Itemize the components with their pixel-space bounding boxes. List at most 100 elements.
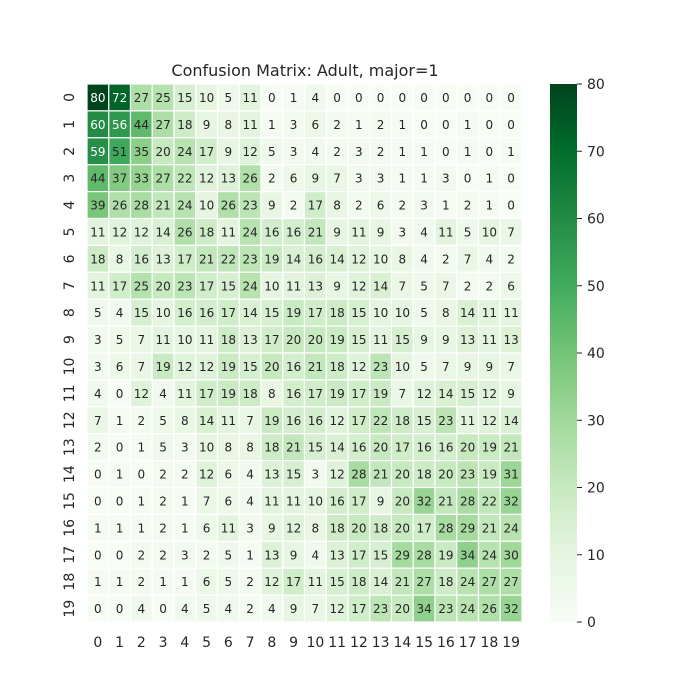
colorbar-tick-label: 40 [587,346,605,362]
cell-value-label: 24 [242,279,257,293]
cell-value-label: 9 [290,548,298,562]
cell-value-label: 20 [308,333,323,347]
cell-value-label: 12 [329,602,344,616]
cell-value-label: 11 [503,306,518,320]
cell-value-label: 16 [329,494,344,508]
cell-value-label: 7 [399,387,407,401]
x-tick-label: 0 [93,635,102,651]
cell-value-label: 26 [177,225,192,239]
cell-value-label: 0 [486,145,494,159]
cell-value-label: 11 [90,279,105,293]
cell-value-label: 17 [221,306,236,320]
cell-value-label: 3 [94,360,102,374]
cell-value-label: 8 [268,387,276,401]
cell-value-label: 11 [460,414,475,428]
cell-value-label: 5 [225,575,233,589]
cell-value-label: 2 [246,575,254,589]
cell-value-label: 2 [464,199,472,213]
cell-value-label: 0 [116,441,124,455]
cell-value-label: 15 [264,306,279,320]
cell-value-label: 19 [221,360,236,374]
cell-value-label: 24 [242,225,257,239]
cell-value-label: 16 [134,252,149,266]
cell-value-label: 10 [395,306,410,320]
cell-value-label: 1 [116,575,124,589]
cell-value-label: 7 [138,360,146,374]
cell-value-label: 2 [203,548,211,562]
cell-value-label: 18 [90,252,105,266]
cell-value-label: 2 [377,145,385,159]
cell-value-label: 16 [286,387,301,401]
cell-value-label: 16 [438,441,453,455]
cell-value-label: 6 [507,279,515,293]
cell-value-label: 60 [90,118,105,132]
y-tick-label: 7 [62,281,78,290]
cell-value-label: 10 [373,252,388,266]
cell-value-label: 26 [112,199,127,213]
x-tick-label: 14 [393,635,411,651]
cell-value-label: 20 [395,494,410,508]
cell-value-label: 0 [464,172,472,186]
x-tick-label: 8 [267,635,276,651]
cell-value-label: 0 [464,91,472,105]
cell-value-label: 17 [416,521,431,535]
cell-value-label: 17 [395,441,410,455]
cell-value-label: 18 [416,468,431,482]
colorbar-tick-label: 80 [587,77,605,93]
cell-value-label: 23 [242,199,257,213]
y-tick-label: 11 [62,384,78,402]
cell-value-label: 27 [482,575,497,589]
chart-title: Confusion Matrix: Adult, major=1 [171,61,438,80]
cell-value-label: 12 [199,172,214,186]
cell-value-label: 12 [351,279,366,293]
cell-value-label: 15 [351,333,366,347]
cell-value-label: 18 [177,118,192,132]
cell-value-label: 19 [221,387,236,401]
cell-value-label: 8 [225,118,233,132]
cell-value-label: 5 [420,306,428,320]
cell-value-label: 8 [116,252,124,266]
x-tick-label: 3 [159,635,168,651]
cell-value-label: 0 [420,118,428,132]
cell-value-label: 4 [312,548,320,562]
cell-value-label: 12 [199,468,214,482]
x-tick-label: 2 [137,635,146,651]
cell-value-label: 3 [355,145,363,159]
cell-value-label: 15 [460,387,475,401]
cell-value-label: 21 [503,441,518,455]
cell-value-label: 15 [242,360,257,374]
cell-value-label: 0 [486,91,494,105]
cell-value-label: 35 [134,145,149,159]
cell-value-label: 6 [312,118,320,132]
cell-value-label: 17 [308,199,323,213]
cell-value-label: 1 [399,172,407,186]
cell-value-label: 17 [112,279,127,293]
cell-value-label: 19 [373,387,388,401]
cell-value-label: 13 [503,333,518,347]
cell-value-label: 22 [221,252,236,266]
cell-value-label: 13 [242,333,257,347]
cell-value-label: 11 [286,279,301,293]
cell-value-label: 8 [399,252,407,266]
cell-value-label: 0 [94,468,102,482]
cell-value-label: 51 [112,145,127,159]
y-tick-label: 1 [62,120,78,129]
cell-value-label: 1 [94,521,102,535]
y-tick-label: 16 [62,519,78,537]
cell-value-label: 25 [134,279,149,293]
cell-value-label: 7 [507,225,515,239]
y-tick-label: 4 [62,201,78,210]
cell-value-label: 3 [290,118,298,132]
x-tick-label: 13 [372,635,390,651]
cell-value-label: 8 [442,306,450,320]
x-tick-label: 7 [246,635,255,651]
cell-value-label: 7 [464,252,472,266]
cell-value-label: 9 [420,333,428,347]
cell-value-label: 0 [116,548,124,562]
cell-value-label: 0 [507,91,515,105]
cell-value-label: 1 [116,414,124,428]
y-tick-label: 9 [62,335,78,344]
cell-value-label: 21 [482,521,497,535]
cell-value-label: 1 [181,494,189,508]
cell-value-label: 11 [482,333,497,347]
